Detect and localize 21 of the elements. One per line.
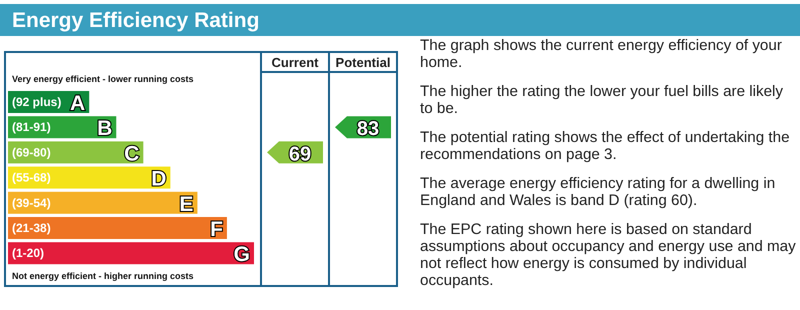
- category-label: (55-68) D: [12, 168, 166, 191]
- text: The graph shows the current energy efficiency of your home.: [420, 37, 783, 71]
- category-label: (21-38) F: [12, 218, 223, 241]
- text: The EPC rating shown here is based on standard assumptions about occupancy and energy use and may not reflect how energy is consumed by individual occupants.: [420, 221, 797, 289]
- text: Very energy efficient - lower running costs: [12, 74, 194, 84]
- text: Potential: [336, 55, 390, 70]
- text: Not energy efficient - higher running costs: [12, 271, 194, 281]
- category-label: (69-80) C: [12, 142, 140, 166]
- text: Current: [272, 55, 320, 70]
- text: The higher the rating the lower your fuel bills are likely to be.: [420, 83, 784, 117]
- bar: [8, 192, 198, 214]
- text: The potential rating shows the effect of undertaking the recommendations on page 3.: [420, 129, 791, 163]
- category-label: (1-20) G: [12, 243, 250, 266]
- text: The average energy efficiency rating for a dwelling in England and Wales is band D (rating 60).: [420, 175, 776, 209]
- chart-title: Energy Efficiency Rating: [12, 9, 260, 32]
- text: 69: [288, 143, 312, 166]
- y-tick-label: (92 plus) A: [12, 92, 86, 115]
- text: 83: [356, 118, 380, 140]
- category-label: (39-54) E: [12, 192, 194, 216]
- category-label: (81-91) B: [12, 117, 112, 140]
- bar: [8, 217, 227, 239]
